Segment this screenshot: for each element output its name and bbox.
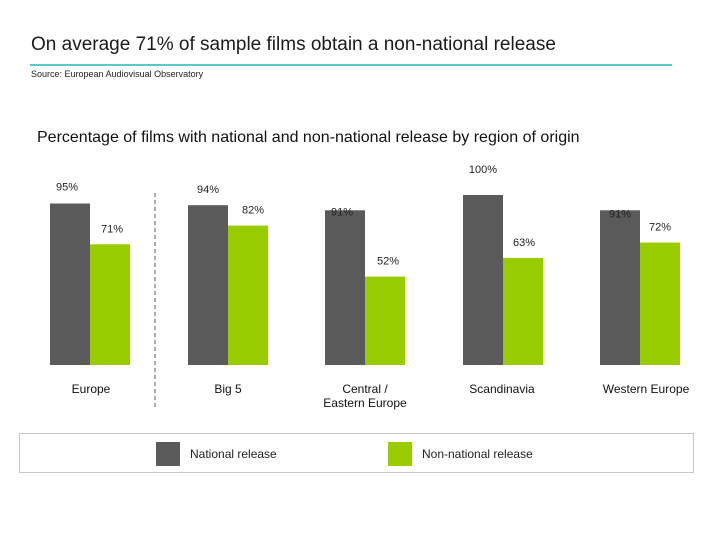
category-label-2: Central / Eastern Europe [323, 382, 407, 410]
bar-national-2 [325, 210, 365, 365]
data-label-non-national-3: 63% [513, 237, 535, 249]
data-label-national-2: 91% [331, 206, 353, 218]
bar-chart: 95% 94% 91% 100% 91% 71% 82% 52% 63% 72% Europe Big… [50, 164, 690, 410]
bar-national-3 [463, 195, 503, 365]
bar-non-national-4 [640, 242, 680, 365]
legend-item-non-national: Non-national release [388, 442, 533, 466]
data-label-national-4: 91% [609, 208, 631, 220]
title-divider [30, 64, 672, 66]
data-label-non-national-1: 82% [242, 205, 264, 217]
chart-title: Percentage of films with national and no… [37, 129, 580, 146]
legend-swatch-national [156, 442, 180, 466]
data-label-non-national-0: 71% [101, 223, 123, 235]
bar-national-1 [188, 205, 228, 365]
bar-non-national-0 [90, 244, 130, 365]
data-label-national-3: 100% [469, 164, 497, 176]
data-label-non-national-2: 52% [377, 256, 399, 268]
category-label-4: Western Europe [603, 382, 690, 396]
category-label-3: Scandinavia [469, 382, 535, 396]
bar-non-national-3 [503, 257, 543, 365]
legend-label-non-national: Non-national release [422, 447, 533, 461]
page-title: On average 71% of sample films obtain a … [31, 34, 556, 55]
bar-national-4 [600, 210, 640, 365]
legend-item-national: National release [156, 442, 277, 466]
bar-non-national-2 [365, 276, 405, 365]
chart-legend: National release Non-national release [19, 433, 694, 473]
category-label-0: Europe [72, 382, 111, 396]
data-label-non-national-4: 72% [649, 222, 671, 234]
bar-non-national-1 [228, 225, 268, 365]
category-label-1: Big 5 [214, 382, 242, 396]
legend-swatch-non-national [388, 442, 412, 466]
bar-national-0 [50, 203, 90, 365]
data-label-national-1: 94% [197, 184, 219, 196]
legend-label-national: National release [190, 447, 277, 461]
data-label-national-0: 95% [56, 182, 78, 194]
source-note: Source: European Audiovisual Observatory [31, 69, 204, 79]
